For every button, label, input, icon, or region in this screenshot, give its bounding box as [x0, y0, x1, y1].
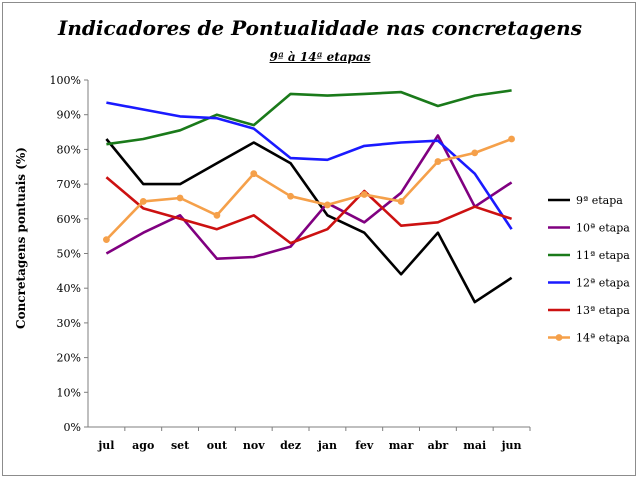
y-tick-label: 0%	[64, 421, 81, 434]
chart-axes: 0% 10% 20% 30% 40% 50% 60% 70% 80% 90% 100% jul ago s…	[50, 74, 531, 452]
legend-label: 12ª etapa	[576, 277, 630, 290]
x-tick-label: abr	[428, 439, 449, 452]
y-tick-label: 90%	[57, 109, 81, 122]
x-tick-label: jul	[97, 439, 114, 452]
legend-label: 9ª etapa	[576, 194, 623, 207]
series-point	[139, 198, 147, 205]
y-axis-label: Concretagens pontuais (%)	[14, 147, 28, 329]
chart-series-lines	[103, 89, 515, 304]
series-point	[324, 201, 331, 209]
series-point	[176, 194, 184, 202]
y-tick-label: 40%	[57, 282, 81, 295]
series-point	[360, 191, 368, 198]
legend-label: 11ª etapa	[576, 249, 630, 262]
series-line-1	[105, 138, 513, 304]
series-point	[397, 198, 405, 205]
x-tick-label: dez	[280, 439, 301, 452]
series-point	[250, 170, 258, 178]
x-tick-label: nov	[243, 439, 265, 452]
x-tick-label: jan	[317, 439, 337, 452]
chart-legend: 9ª etapa 10ª etapa 11ª etapa 12ª etapa 13ª e…	[548, 194, 630, 345]
legend-label: 14ª etapa	[576, 332, 630, 345]
series-point	[508, 135, 515, 143]
series-point	[213, 211, 221, 219]
x-tick-label: fev	[355, 439, 374, 452]
series-line-4	[106, 101, 513, 230]
chart-title: Indicadores de Pontualidade nas concreta…	[58, 16, 582, 40]
x-tick-label: jun	[501, 439, 522, 452]
y-tick-label: 60%	[57, 213, 81, 226]
chart-subtitle: 9ª à 14ª etapas	[269, 50, 371, 64]
x-tick-label: out	[207, 439, 228, 452]
y-tick-label: 80%	[57, 143, 81, 156]
series-line-6	[105, 137, 513, 241]
y-tick-label: 30%	[57, 317, 81, 330]
series-line-5	[105, 176, 513, 245]
x-tick-label: mai	[463, 439, 486, 452]
x-tick-label: set	[171, 439, 190, 452]
y-tick-label: 100%	[50, 74, 81, 87]
x-tick-label: ago	[132, 439, 154, 452]
series-point	[434, 158, 442, 165]
legend-marker	[555, 334, 563, 341]
y-tick-label: 70%	[57, 178, 81, 191]
legend-label: 10ª etapa	[576, 222, 630, 235]
series-point	[103, 236, 110, 244]
series-point	[471, 149, 479, 157]
series-point	[287, 192, 294, 200]
x-tick-label: mar	[389, 439, 414, 452]
y-tick-label: 10%	[57, 386, 81, 399]
legend-label: 13ª etapa	[576, 304, 630, 317]
y-tick-label: 50%	[57, 248, 81, 261]
series-line-3	[106, 89, 512, 146]
y-tick-label: 20%	[57, 352, 81, 365]
